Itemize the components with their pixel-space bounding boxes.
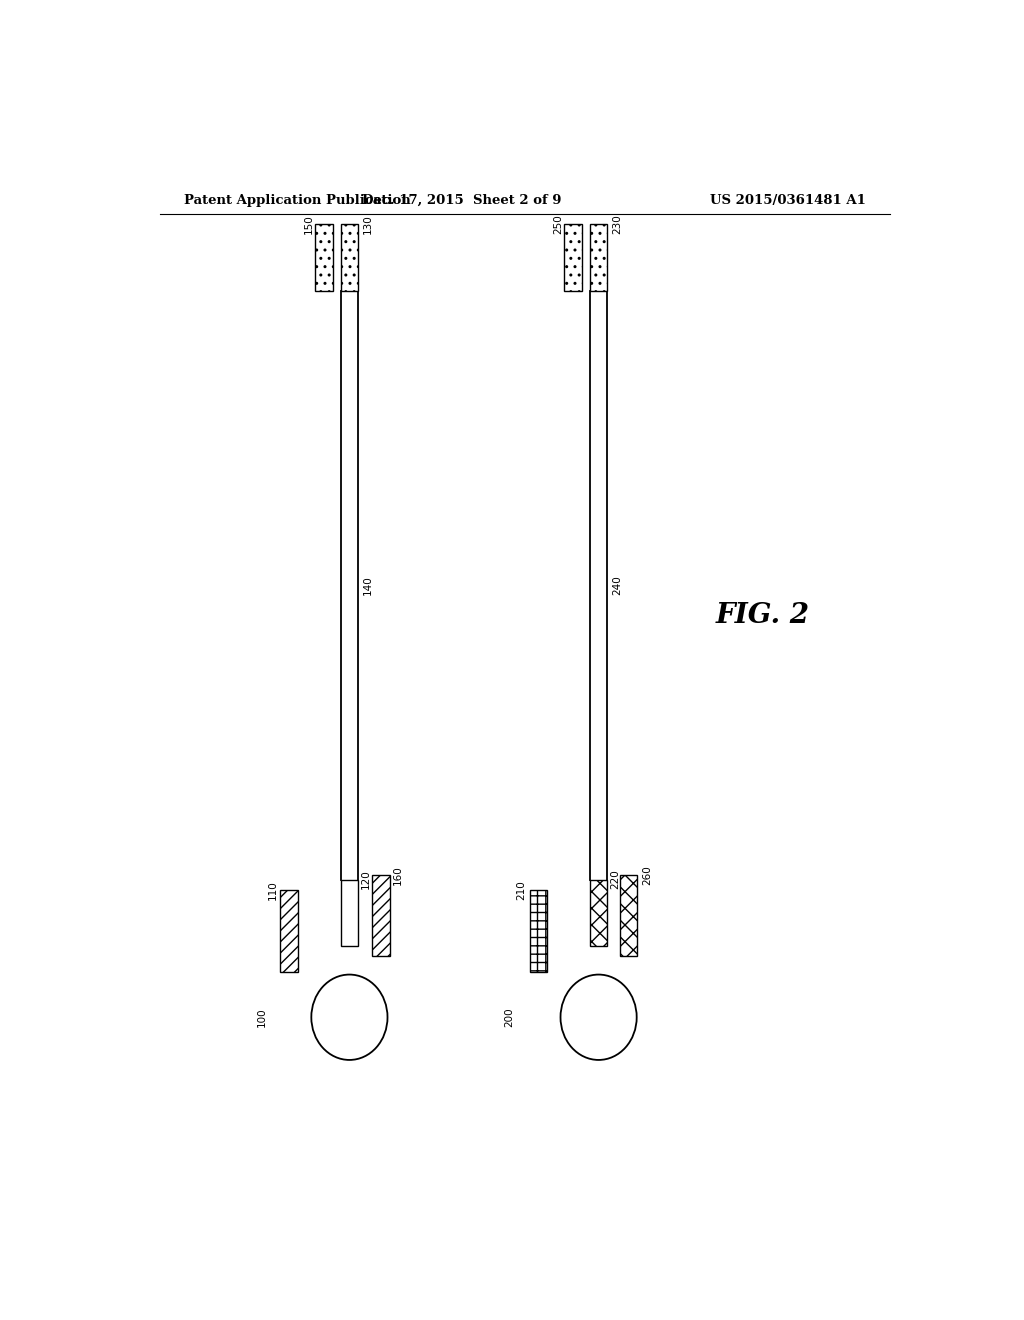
Text: Patent Application Publication: Patent Application Publication bbox=[183, 194, 411, 207]
Text: 250: 250 bbox=[553, 214, 563, 234]
Text: 100: 100 bbox=[256, 1007, 266, 1027]
Text: 260: 260 bbox=[642, 865, 652, 884]
Ellipse shape bbox=[560, 974, 637, 1060]
Text: 130: 130 bbox=[362, 214, 373, 234]
Bar bbox=[590, 880, 607, 946]
Bar bbox=[620, 875, 638, 956]
Text: FIG. 2: FIG. 2 bbox=[716, 602, 810, 630]
Text: 240: 240 bbox=[612, 576, 622, 595]
Text: 140: 140 bbox=[362, 576, 373, 595]
Bar bbox=[373, 875, 390, 956]
Text: Dec. 17, 2015  Sheet 2 of 9: Dec. 17, 2015 Sheet 2 of 9 bbox=[361, 194, 561, 207]
Text: 110: 110 bbox=[267, 880, 278, 900]
Bar bbox=[341, 224, 358, 290]
Text: US 2015/0361481 A1: US 2015/0361481 A1 bbox=[711, 194, 866, 207]
Text: 120: 120 bbox=[361, 870, 371, 890]
Text: 160: 160 bbox=[393, 865, 402, 884]
Text: 150: 150 bbox=[304, 214, 314, 234]
Bar bbox=[341, 880, 358, 946]
Bar bbox=[315, 224, 333, 290]
Bar bbox=[564, 224, 582, 290]
Text: 200: 200 bbox=[504, 1007, 514, 1027]
Text: 220: 220 bbox=[610, 870, 621, 890]
Text: 230: 230 bbox=[612, 214, 622, 234]
Ellipse shape bbox=[311, 974, 387, 1060]
Bar bbox=[281, 890, 298, 972]
Bar bbox=[529, 890, 547, 972]
Bar bbox=[590, 224, 607, 290]
Text: 210: 210 bbox=[517, 880, 526, 900]
